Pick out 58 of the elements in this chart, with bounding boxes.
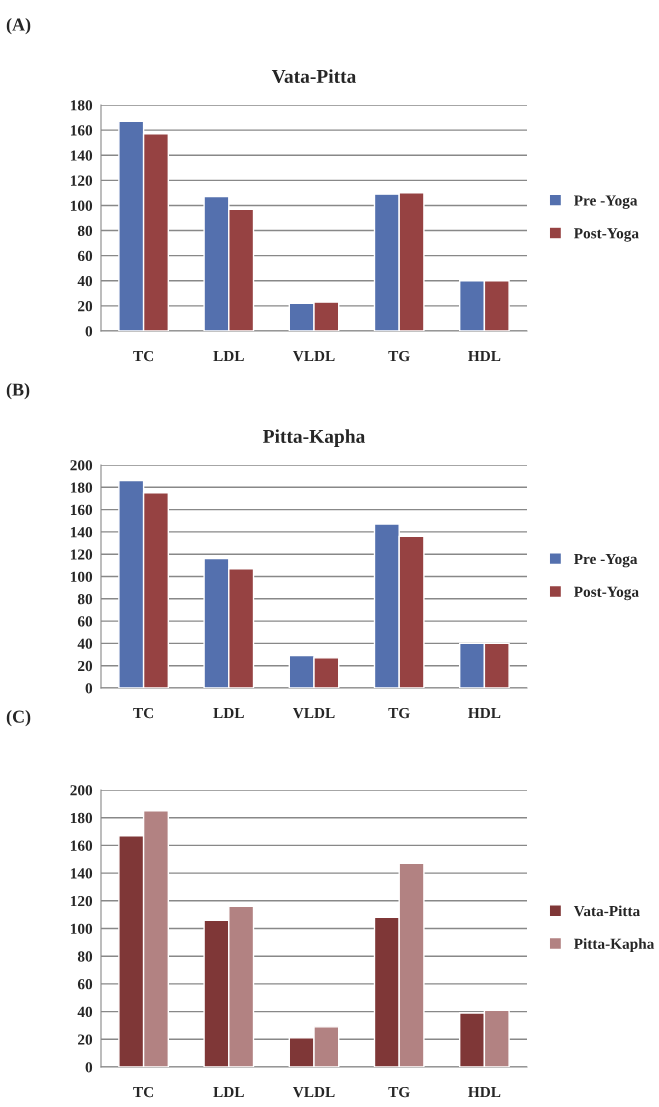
legend-label: Pitta-Kapha <box>573 938 655 953</box>
y-tick-label: 60 <box>77 616 93 627</box>
y-tick-label: 40 <box>77 638 93 649</box>
x-tick-label: LDL <box>213 708 244 719</box>
x-tick-label: TG <box>388 1086 410 1098</box>
legend-label: Pre -Yoga <box>573 553 638 568</box>
y-tick-label: 40 <box>77 1006 93 1018</box>
y-tick-label: 20 <box>78 660 93 672</box>
y-tick-label: 160 <box>70 125 93 136</box>
y-tick-label: 140 <box>70 527 93 538</box>
x-tick-label: TG <box>388 707 410 719</box>
y-tick-label: 0 <box>85 1062 93 1073</box>
chart-title: Pitta-Kapha <box>263 429 366 447</box>
x-tick-label: VLDL <box>292 1087 335 1098</box>
x-tick-label: HDL <box>468 351 501 362</box>
y-tick-label: 100 <box>70 200 93 211</box>
y-tick-label: 200 <box>70 460 93 471</box>
y-tick-label: 100 <box>70 571 93 582</box>
y-tick-label: 160 <box>70 504 93 516</box>
y-tick-label: 180 <box>70 482 93 493</box>
legend-label: Vata-Pitta <box>573 905 640 917</box>
x-tick-label: VLDL <box>292 351 335 362</box>
y-tick-label: 40 <box>77 275 93 287</box>
x-tick-label: HDL <box>468 708 501 719</box>
x-tick-label: TC <box>133 1086 154 1098</box>
y-tick-label: 80 <box>77 951 93 962</box>
y-tick-label: 140 <box>70 868 93 879</box>
text: (C) <box>6 710 31 727</box>
x-tick-label: VLDL <box>292 708 335 719</box>
y-tick-label: 140 <box>70 150 93 161</box>
y-tick-label: 180 <box>70 100 93 111</box>
x-tick-label: LDL <box>213 1087 244 1098</box>
y-tick-label: 120 <box>70 549 93 560</box>
text: (B) <box>6 383 30 400</box>
x-tick-label: TC <box>133 350 154 362</box>
y-tick-label: 80 <box>77 225 93 237</box>
y-tick-label: 20 <box>78 1034 93 1045</box>
y-tick-label: 80 <box>77 593 93 605</box>
y-tick-label: 160 <box>70 840 93 851</box>
chart-title: Vata-Pitta <box>271 69 357 84</box>
x-tick-label: LDL <box>213 351 244 362</box>
y-tick-label: 60 <box>77 979 93 990</box>
legend-label: Post-Yoga <box>573 586 639 601</box>
y-tick-label: 200 <box>70 785 93 796</box>
legend-label: Pre -Yoga <box>573 195 638 209</box>
y-tick-label: 180 <box>70 812 93 824</box>
y-tick-label: 120 <box>70 175 93 186</box>
y-tick-label: 100 <box>70 923 93 934</box>
x-tick-label: TG <box>388 350 410 362</box>
x-tick-label: TC <box>133 707 154 719</box>
text: (A) <box>6 18 31 35</box>
y-tick-label: 0 <box>85 683 93 694</box>
y-tick-label: 60 <box>77 250 93 262</box>
legend-label: Post-Yoga <box>573 228 639 242</box>
x-tick-label: HDL <box>468 1087 501 1098</box>
y-tick-label: 20 <box>78 301 93 312</box>
y-tick-label: 0 <box>85 326 93 337</box>
y-tick-label: 120 <box>70 895 93 907</box>
